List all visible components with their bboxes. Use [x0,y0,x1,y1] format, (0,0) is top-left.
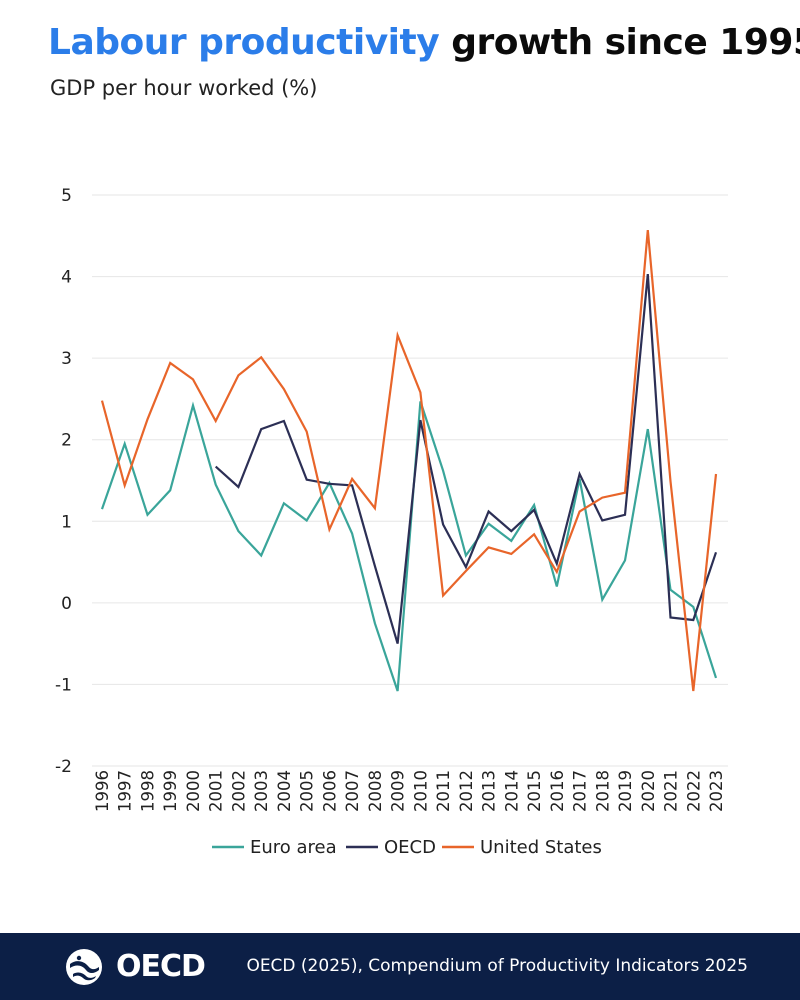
page-title: Labour productivity growth since 1995 [48,22,800,63]
y-tick-label: 4 [61,268,72,288]
x-tick-label: 2004 [275,770,294,812]
series-line-euro-area [100,401,718,692]
x-axis: 1996 1997 1998 1999 2000 2001 2002 2003 2004 2005… [93,770,726,812]
series-lines [100,230,718,692]
legend: Euro area OECD United States [212,837,602,858]
x-tick-label: 2020 [639,770,658,812]
y-tick-label: 2 [61,431,72,451]
series-line-oecd [214,273,718,644]
x-tick-label: 2011 [434,770,453,812]
oecd-globe-icon [66,949,102,985]
title-highlight: Labour productivity [48,22,440,63]
x-tick-label: 2008 [366,770,385,812]
y-axis: -2 -1 0 1 2 3 4 5 [55,186,72,777]
x-tick-label: 2013 [480,770,499,812]
source-citation: OECD (2025), Compendium of Productivity … [246,956,748,976]
x-tick-label: 2001 [207,770,226,812]
x-tick-label: 2006 [320,770,339,812]
y-tick-label: 1 [61,512,72,532]
y-tick-label: -2 [55,757,72,777]
oecd-logo-text: OECD [116,949,206,984]
x-tick-label: 1999 [161,770,180,812]
x-tick-label: 2005 [298,770,317,812]
y-tick-label: 0 [61,594,72,614]
x-tick-label: 2019 [616,770,635,812]
x-tick-label: 2021 [662,770,681,812]
x-tick-label: 1998 [138,770,157,812]
x-tick-label: 2012 [457,770,476,812]
x-tick-label: 2022 [684,770,703,812]
x-tick-label: 2017 [571,770,590,812]
title-rest: growth since 1995 [451,22,800,63]
x-tick-label: 2000 [184,770,203,812]
y-tick-label: 3 [61,349,72,369]
x-tick-label: 2023 [707,770,726,812]
x-tick-label: 1997 [116,770,135,812]
x-tick-label: 2016 [548,770,567,812]
x-tick-label: 1996 [93,770,112,812]
x-tick-label: 2010 [411,770,430,812]
footer-bar: OECD OECD (2025), Compendium of Producti… [0,933,800,1000]
gridlines [92,194,728,767]
x-tick-label: 2002 [229,770,248,812]
y-tick-label: 5 [61,186,72,206]
x-tick-label: 2015 [525,770,544,812]
legend-label: United States [480,837,602,858]
x-tick-label: 2007 [343,770,362,812]
x-tick-label: 2018 [593,770,612,812]
chart-subtitle: GDP per hour worked (%) [50,76,318,100]
series-line-united-states [100,230,718,692]
legend-label: Euro area [250,837,337,858]
legend-label: OECD [384,837,436,858]
x-tick-label: 2014 [502,770,521,812]
x-tick-label: 2003 [252,770,271,812]
y-tick-label: -1 [55,675,72,695]
x-tick-label: 2009 [389,770,408,812]
